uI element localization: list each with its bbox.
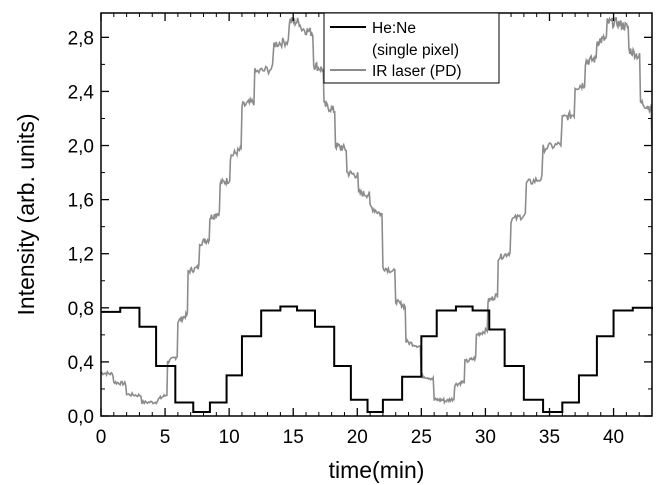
y-tick-label: 2,8 [68,28,94,49]
x-tick-label: 20 [347,427,368,448]
legend-label-ir-laser: IR laser (PD) [372,63,462,80]
y-tick-label: 1,6 [68,191,94,212]
x-tick-label: 40 [603,427,624,448]
legend-label-hene: He:Ne [372,20,416,37]
y-tick-label: 0,4 [68,353,95,374]
series-line-ir-laser [100,16,653,406]
series-line-hene [101,305,653,413]
x-tick-label: 25 [411,427,432,448]
x-tick-label: 5 [160,427,171,448]
y-tick-label: 2,4 [68,82,95,103]
y-tick-label: 0,8 [68,299,94,320]
legend-box [323,12,500,84]
x-tick-label: 0 [96,427,107,448]
y-tick-label: 2,0 [68,137,94,158]
y-axis-label: Intensity (arb. units) [13,114,39,316]
series-layer [100,16,653,413]
x-tick-label: 35 [539,427,560,448]
x-tick-label: 10 [219,427,240,448]
legend: He:Ne (single pixel) IR laser (PD) [323,12,500,84]
legend-label-hene-subtitle: (single pixel) [372,42,459,59]
y-tick-label: 1,2 [68,245,94,266]
axes: 0 5 10 15 20 25 30 35 40 0,0 0,4 0,8 1,2 1,6 2,0 2,4 2,8 [68,13,652,448]
x-tick-label: 15 [283,427,304,448]
x-axis-label: time(min) [329,457,425,483]
x-tick-label: 30 [475,427,496,448]
y-tick-label: 0,0 [68,407,94,428]
